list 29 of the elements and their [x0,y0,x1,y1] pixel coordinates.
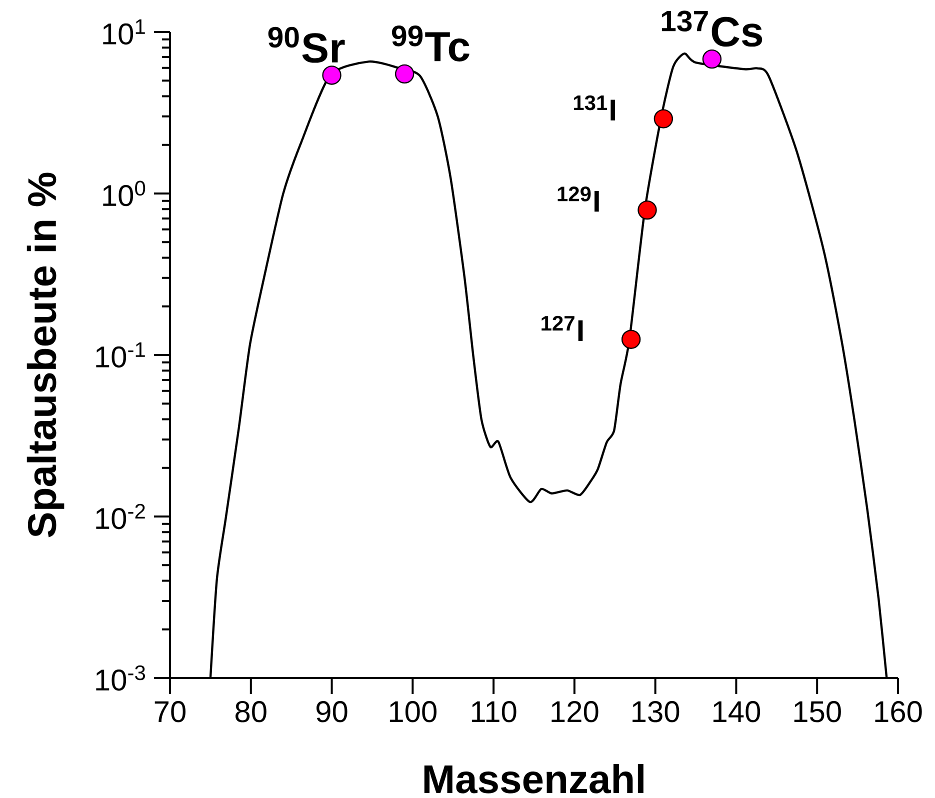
point [638,200,657,220]
x-tick-label: 130 [632,701,680,722]
y-axis-title: Spaltausbeute in % [26,172,64,538]
x-tick-label: 110 [472,701,516,722]
x-tick-label: 100 [390,701,436,722]
x-tick-label: 80 [236,701,266,722]
y-tick-label: 10$^{1}$ [103,19,145,45]
y-tick-label: 10$^{-1}$ [96,342,145,368]
annotation: $^{129}$I [558,186,599,212]
x-axis-title: Massenzahl [424,764,644,794]
y-tick-label: 10$^{0}$ [103,180,146,206]
point [394,64,414,84]
annotation: $^{137}$Cs [662,10,762,47]
x-tick-label: 140 [713,701,760,722]
annotation: $^{127}$I [542,316,583,341]
y-tick-label: 10$^{-2}$ [96,504,145,530]
x-tick-label: 120 [552,701,598,722]
annotation: $^{131}$I [574,95,616,120]
x-tick-label: 150 [794,701,841,722]
point [702,49,722,69]
annotation: $^{99}$Tc [392,26,470,62]
x-tick-label: 90 [316,701,348,722]
annotation: $^{90}$Sr [268,26,345,63]
x-tick-label: 160 [875,701,922,722]
point [654,109,674,128]
x-tick-label: 70 [154,701,186,722]
y-tick-label: 10$^{-3}$ [96,665,146,691]
point [621,330,641,349]
point [322,66,342,85]
